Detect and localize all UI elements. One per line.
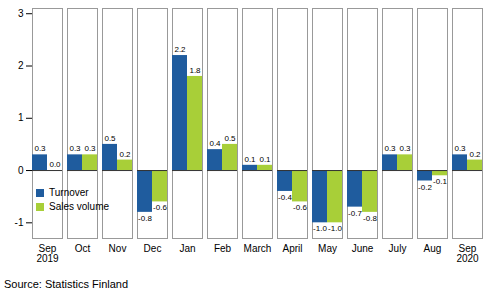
svg-text:-1: -1 [15,217,24,228]
svg-text:0.2: 0.2 [119,150,131,159]
svg-text:2.2: 2.2 [174,45,186,54]
svg-text:0.3: 0.3 [454,144,466,153]
svg-text:Sep2019: Sep2019 [36,243,59,264]
svg-text:0: 0 [18,165,24,176]
html-text:Sales volume: Sales volume [49,201,109,212]
svg-text:-0.4: -0.4 [278,193,292,202]
svg-text:May: May [318,243,337,254]
svg-text:-0.2: -0.2 [418,183,432,192]
svg-text:July: July [389,243,407,254]
svg-text:-0.8: -0.8 [363,214,377,223]
svg-text:0.2: 0.2 [469,150,481,159]
svg-text:Nov: Nov [109,243,127,254]
svg-text:0.3: 0.3 [384,144,396,153]
svg-text:0.3: 0.3 [34,144,46,153]
svg-text:-0.7: -0.7 [348,209,362,218]
svg-text:-1.0: -1.0 [328,224,342,233]
svg-text:0.4: 0.4 [209,139,221,148]
svg-text:0.1: 0.1 [259,155,271,164]
html-text:Source: Statistics Finland: Source: Statistics Finland [4,278,129,290]
svg-text:Sep2020: Sep2020 [456,243,479,264]
svg-text:Dec: Dec [144,243,162,254]
svg-text:1.8: 1.8 [189,66,201,75]
html-text:Turnover: Turnover [49,187,89,198]
svg-text:-1.0: -1.0 [313,224,327,233]
svg-text:Feb: Feb [214,243,232,254]
svg-text:0.3: 0.3 [69,144,81,153]
svg-text:0.5: 0.5 [224,134,236,143]
svg-text:-0.6: -0.6 [153,203,167,212]
svg-text:0.5: 0.5 [104,134,116,143]
svg-text:June: June [352,243,374,254]
svg-text:-0.1: -0.1 [433,177,447,186]
svg-text:0.3: 0.3 [399,144,411,153]
svg-text:Oct: Oct [75,243,91,254]
svg-text:March: March [244,243,272,254]
svg-text:April: April [282,243,302,254]
svg-text:1: 1 [18,112,24,123]
svg-text:Jan: Jan [179,243,195,254]
svg-text:0.1: 0.1 [244,155,256,164]
svg-text:0.0: 0.0 [49,160,61,169]
svg-text:-0.6: -0.6 [293,203,307,212]
svg-text:0.3: 0.3 [84,144,96,153]
svg-text:3: 3 [18,8,24,19]
svg-text:2: 2 [18,60,24,71]
svg-text:-0.8: -0.8 [138,214,152,223]
svg-text:Aug: Aug [424,243,442,254]
